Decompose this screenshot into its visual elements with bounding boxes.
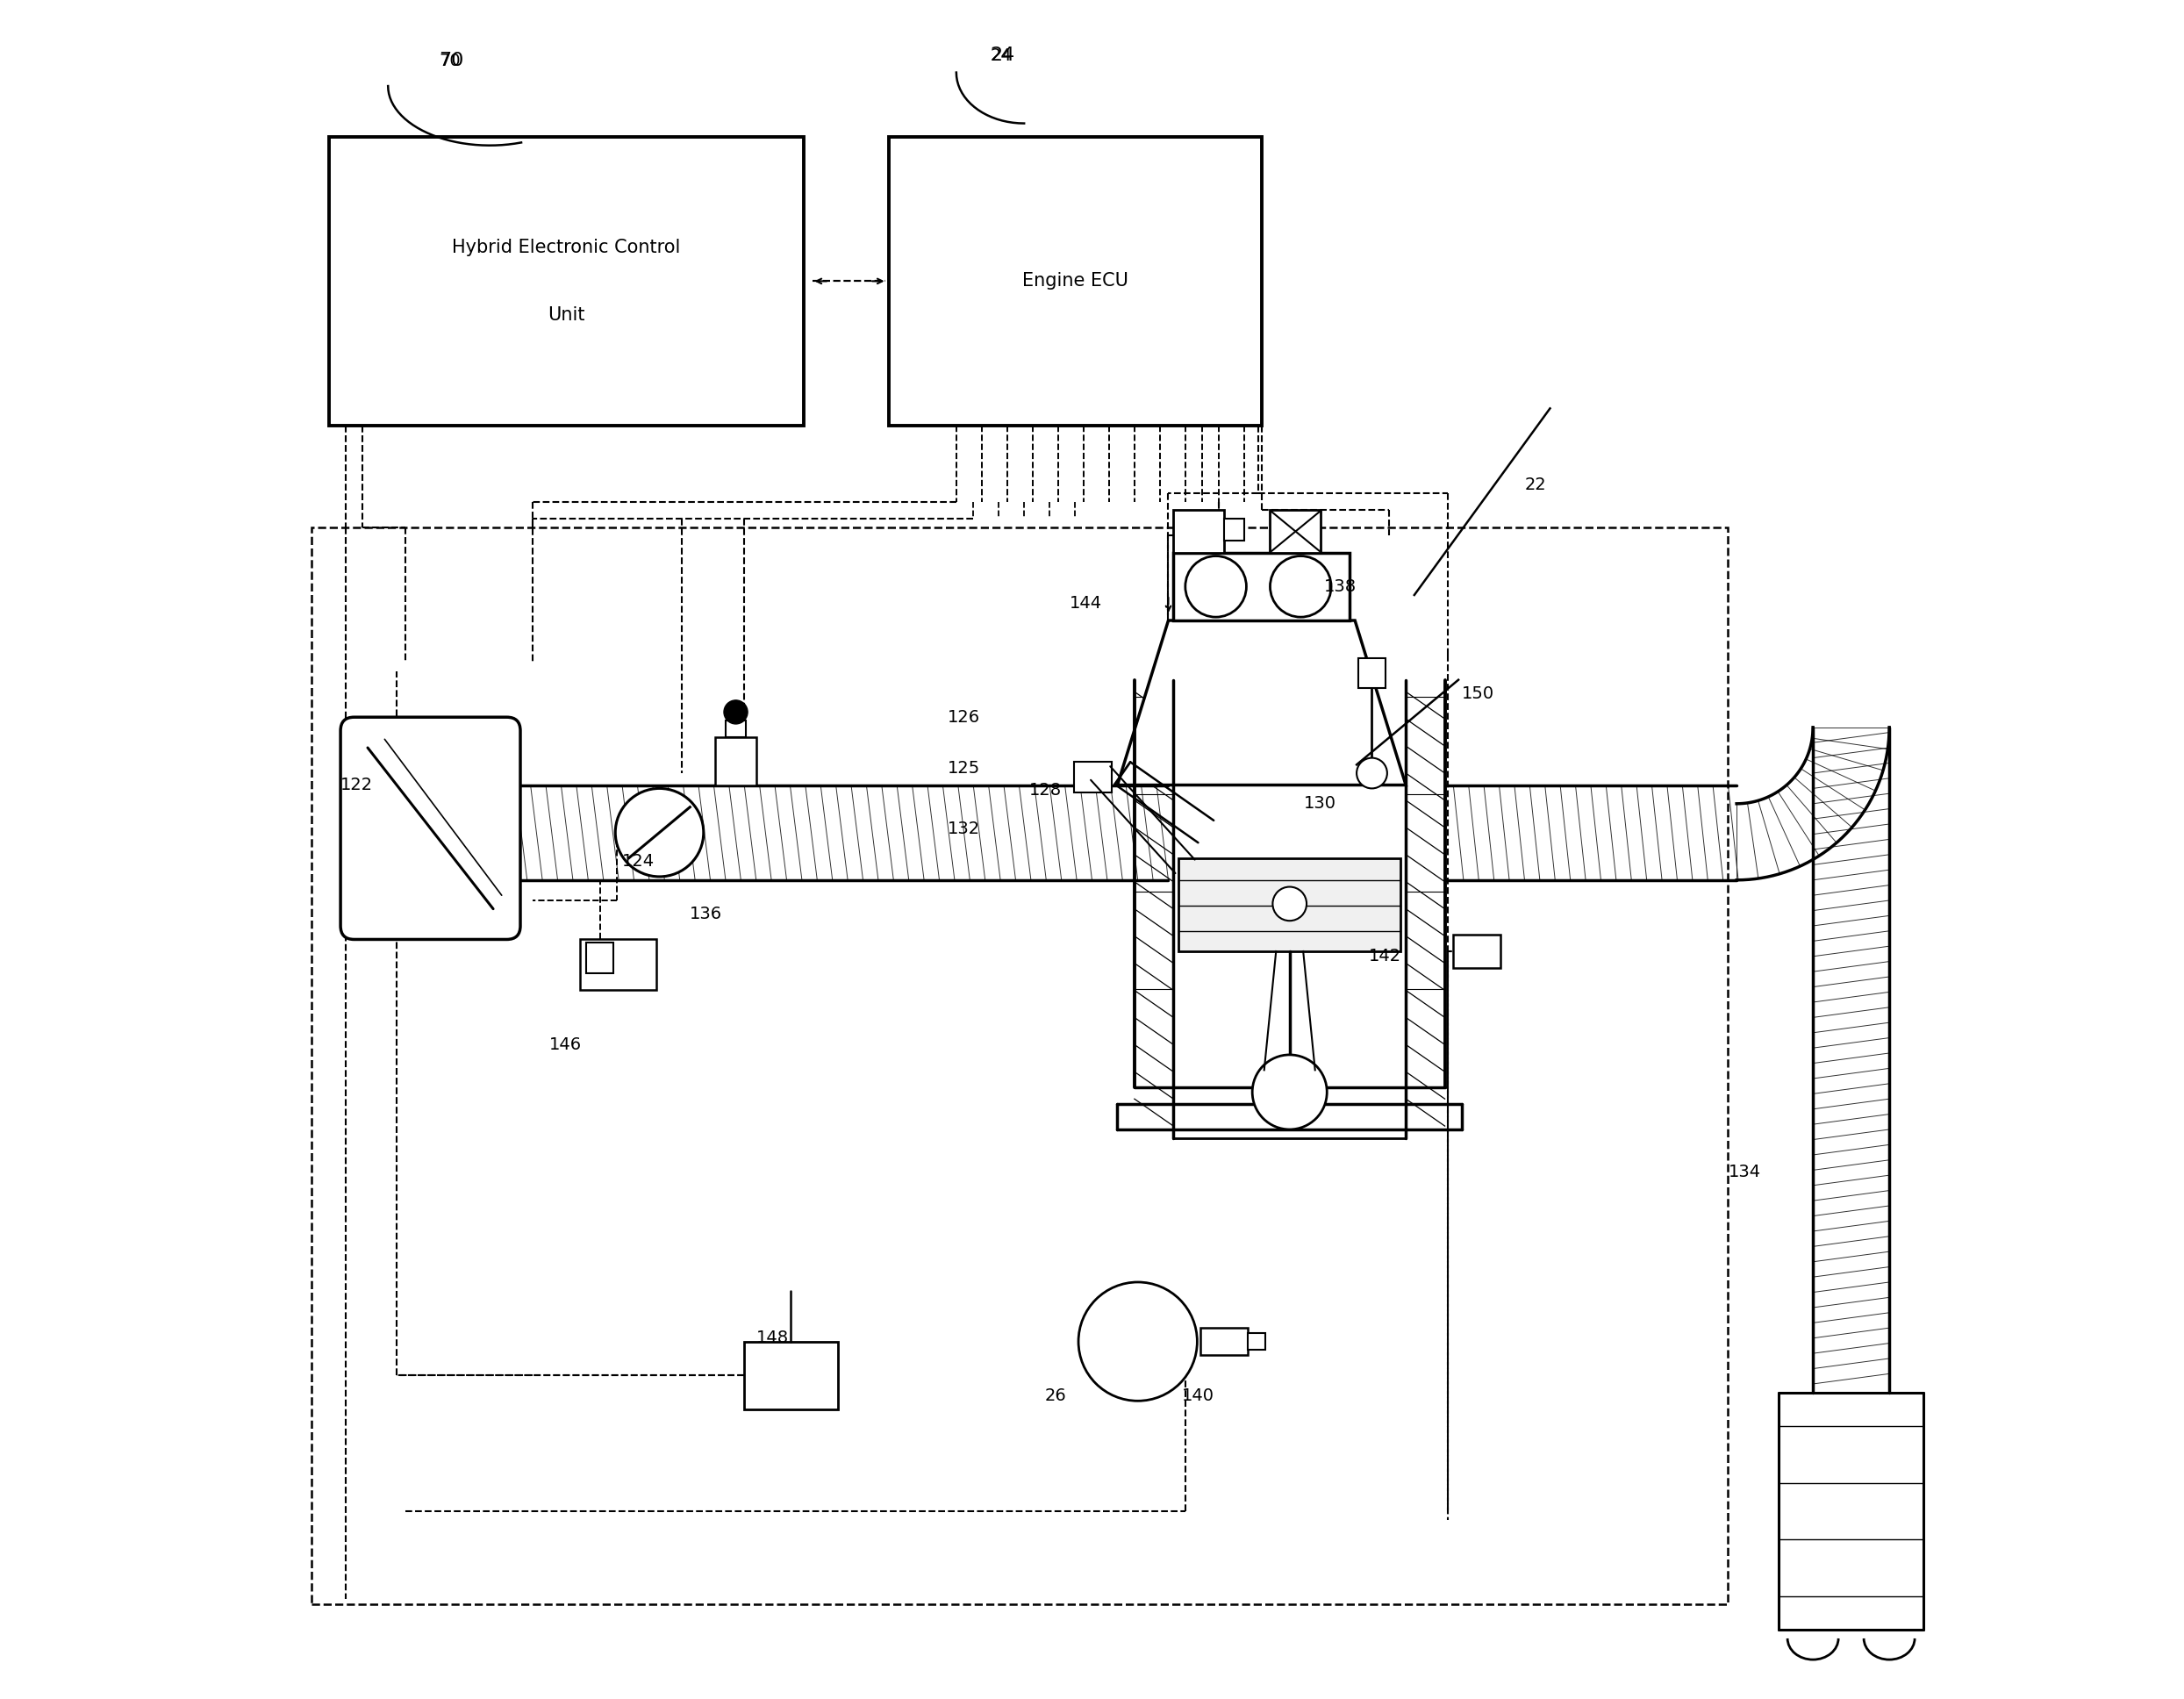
Text: 148: 148 <box>756 1330 788 1346</box>
Text: 125: 125 <box>948 759 981 776</box>
Text: 124: 124 <box>622 853 655 870</box>
Bar <box>312 527 1728 1604</box>
Bar <box>1173 510 1225 552</box>
Circle shape <box>1251 1055 1328 1130</box>
Bar <box>1179 858 1400 951</box>
Bar <box>1452 934 1500 968</box>
Text: 138: 138 <box>1324 578 1356 595</box>
Text: 24: 24 <box>989 48 1011 65</box>
Text: 142: 142 <box>1369 948 1402 965</box>
Text: Hybrid Electronic Control: Hybrid Electronic Control <box>452 238 681 257</box>
Text: 24: 24 <box>989 48 1016 65</box>
Bar <box>725 720 747 737</box>
Circle shape <box>1273 887 1306 921</box>
Text: Unit: Unit <box>548 306 585 325</box>
Text: 126: 126 <box>948 708 981 725</box>
Bar <box>745 1342 836 1410</box>
Circle shape <box>723 700 747 724</box>
Bar <box>1271 510 1321 552</box>
Bar <box>1201 1329 1247 1356</box>
Circle shape <box>1079 1283 1197 1402</box>
Polygon shape <box>1118 620 1406 785</box>
Bar <box>328 138 804 425</box>
Text: Engine ECU: Engine ECU <box>1022 272 1129 291</box>
Text: 70: 70 <box>439 53 463 70</box>
Text: 122: 122 <box>341 776 373 793</box>
Text: 22: 22 <box>1524 476 1546 493</box>
Circle shape <box>616 788 703 877</box>
Text: 140: 140 <box>1182 1388 1214 1403</box>
Text: 130: 130 <box>1304 795 1337 812</box>
Circle shape <box>1271 556 1332 617</box>
Bar <box>1173 552 1350 620</box>
Text: 144: 144 <box>1070 595 1103 612</box>
Text: 136: 136 <box>690 906 723 923</box>
Bar <box>1075 763 1112 793</box>
Text: 146: 146 <box>548 1036 581 1053</box>
FancyBboxPatch shape <box>341 717 520 940</box>
Text: 128: 128 <box>1029 782 1061 799</box>
Text: 134: 134 <box>1728 1164 1760 1181</box>
Bar <box>889 138 1262 425</box>
Text: 70: 70 <box>439 53 461 70</box>
Circle shape <box>1186 556 1247 617</box>
Circle shape <box>1356 758 1387 788</box>
Text: 26: 26 <box>1044 1388 1066 1403</box>
Bar <box>1225 518 1245 540</box>
Bar <box>1358 658 1385 688</box>
Bar <box>587 943 614 974</box>
Text: 150: 150 <box>1461 685 1494 702</box>
Bar <box>579 940 655 991</box>
Bar <box>716 737 756 785</box>
Text: 132: 132 <box>948 821 981 838</box>
Bar <box>1247 1334 1265 1351</box>
